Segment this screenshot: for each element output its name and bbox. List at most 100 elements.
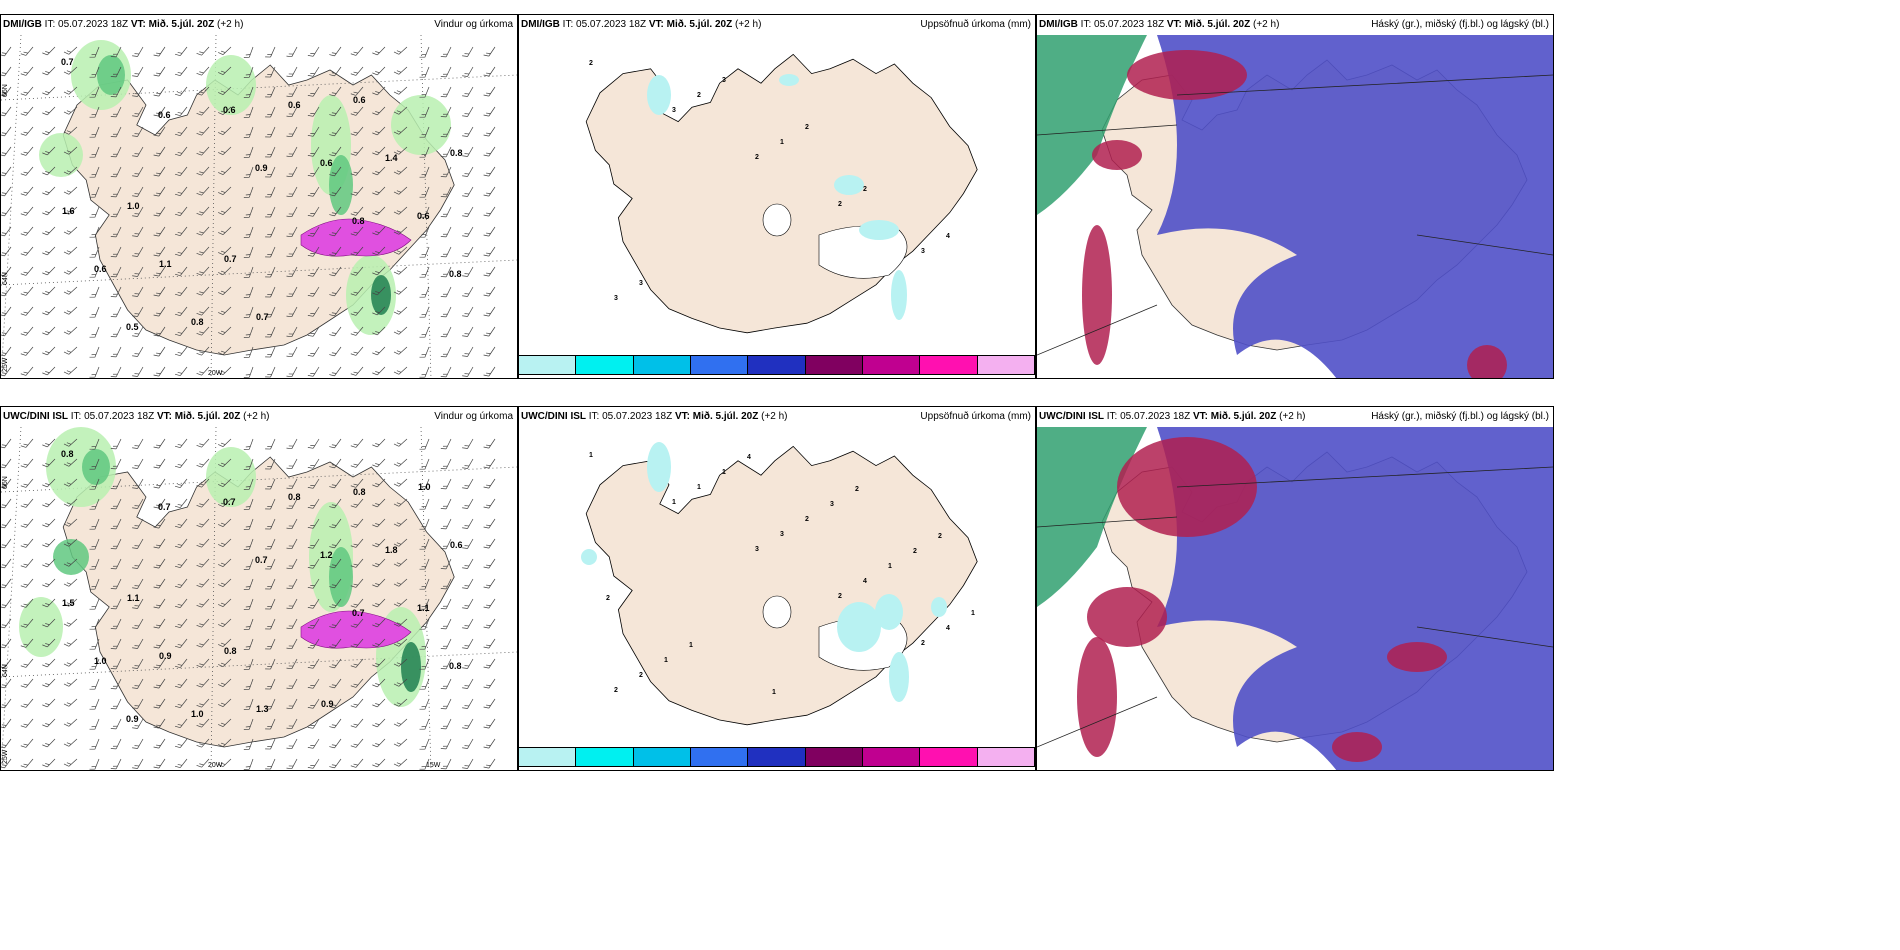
wind-barb: [218, 678, 232, 687]
wind-barb: [483, 638, 496, 649]
colorbar-segment: [748, 355, 806, 375]
wind-barb: [462, 326, 474, 337]
wind-barb: [372, 718, 386, 728]
precip-area: [875, 594, 903, 630]
wind-barb: [372, 246, 386, 256]
wind-barb: [42, 106, 56, 116]
wind-barb: [483, 478, 496, 489]
colorbar-label: 150: [865, 769, 878, 770]
wind-barb: [286, 698, 298, 710]
wind-barb: [419, 498, 430, 510]
wind-barb: [286, 226, 298, 238]
wind-barb: [393, 758, 408, 767]
wind-barb: [265, 718, 276, 730]
wind-barb: [153, 478, 166, 489]
wind-barb: [372, 598, 386, 608]
wind-barb: [393, 498, 408, 507]
wind-barb: [329, 598, 342, 609]
wind-barb: [393, 678, 408, 687]
wind-barb: [393, 698, 408, 707]
wind-barb: [265, 346, 276, 358]
wind-barb: [483, 46, 496, 57]
wind-barb: [329, 126, 342, 137]
wind-barb: [110, 518, 122, 530]
wind-barb: [286, 346, 298, 358]
wind-barb: [218, 266, 232, 275]
wind-barb: [1, 126, 12, 137]
wind-barb: [196, 758, 210, 768]
wind-barb: [265, 166, 276, 178]
longitude-line: [210, 35, 217, 378]
precip-area: [329, 155, 353, 215]
wind-barb: [89, 66, 100, 78]
wind-barb: [329, 346, 342, 357]
wind-barb: [110, 306, 122, 318]
wind-barb: [153, 306, 166, 317]
wind-barb: [89, 106, 100, 118]
wind-barb: [329, 618, 342, 629]
accum-value-label: 4: [946, 625, 950, 632]
wind-barb: [132, 518, 144, 529]
mid-cloud-area: [1077, 637, 1117, 757]
colorbar-label: 100: [808, 769, 821, 770]
grid-line: [1037, 516, 1178, 528]
lon-label: 15W: [426, 762, 441, 769]
wind-barb: [89, 286, 100, 298]
wind-barb: [350, 658, 364, 668]
wind-barb: [483, 346, 496, 357]
wind-barb: [1, 718, 12, 729]
wind-barb: [393, 246, 408, 255]
wind-barb: [243, 558, 254, 570]
wind-barb: [218, 106, 232, 115]
wind-barb: [110, 46, 122, 58]
wind-barb: [132, 286, 144, 297]
colorbar-label: 10: [578, 377, 587, 378]
precip-area: [39, 133, 83, 177]
wind-barb: [329, 678, 342, 689]
wind-barb: [483, 86, 496, 97]
wind-barb: [132, 678, 144, 689]
wind-barb: [218, 286, 232, 295]
wind-barb: [393, 638, 408, 647]
wind-barb: [483, 498, 496, 509]
colorbar-label: 75: [750, 377, 759, 378]
wind-barb: [307, 46, 320, 57]
lat-label: 64N: [2, 272, 9, 285]
wind-barb: [1, 738, 12, 749]
wind-barb: [153, 698, 166, 709]
wind-barb: [307, 66, 320, 77]
colorbar-segment: [805, 747, 863, 767]
wind-barb: [110, 718, 122, 730]
wind-barb: [20, 618, 34, 628]
glacier: [762, 203, 792, 237]
wind-barb: [196, 618, 210, 628]
wind-barb: [1, 558, 12, 569]
wind-barb: [132, 266, 144, 277]
wind-barb: [132, 538, 144, 549]
wind-barb: [174, 518, 188, 529]
wind-barb: [20, 478, 34, 488]
longitude-line: [420, 35, 432, 378]
wind-barb: [243, 618, 254, 630]
precip-value-label: 0.8: [352, 216, 365, 226]
wind-barb: [286, 286, 298, 298]
wind-barb: [20, 66, 34, 76]
wind-barb: [110, 146, 122, 158]
wind-barb: [462, 106, 474, 117]
wind-barb: [350, 438, 364, 448]
wind-barb: [440, 86, 452, 98]
accum-value-label: 4: [747, 454, 751, 461]
wind-barb: [153, 106, 166, 117]
wind-barb: [440, 538, 452, 550]
wind-barb: [89, 246, 100, 258]
wind-barb: [372, 46, 386, 56]
wind-barb: [286, 678, 298, 690]
precip-value-label: 1.3: [256, 704, 269, 714]
wind-barb: [42, 146, 56, 156]
wind-barb: [419, 266, 430, 278]
wind-barb: [42, 438, 56, 448]
wind-barb: [462, 538, 474, 549]
grid-line: [1037, 124, 1178, 136]
wind-barb: [286, 46, 298, 58]
mid-cloud-area: [1467, 345, 1507, 378]
